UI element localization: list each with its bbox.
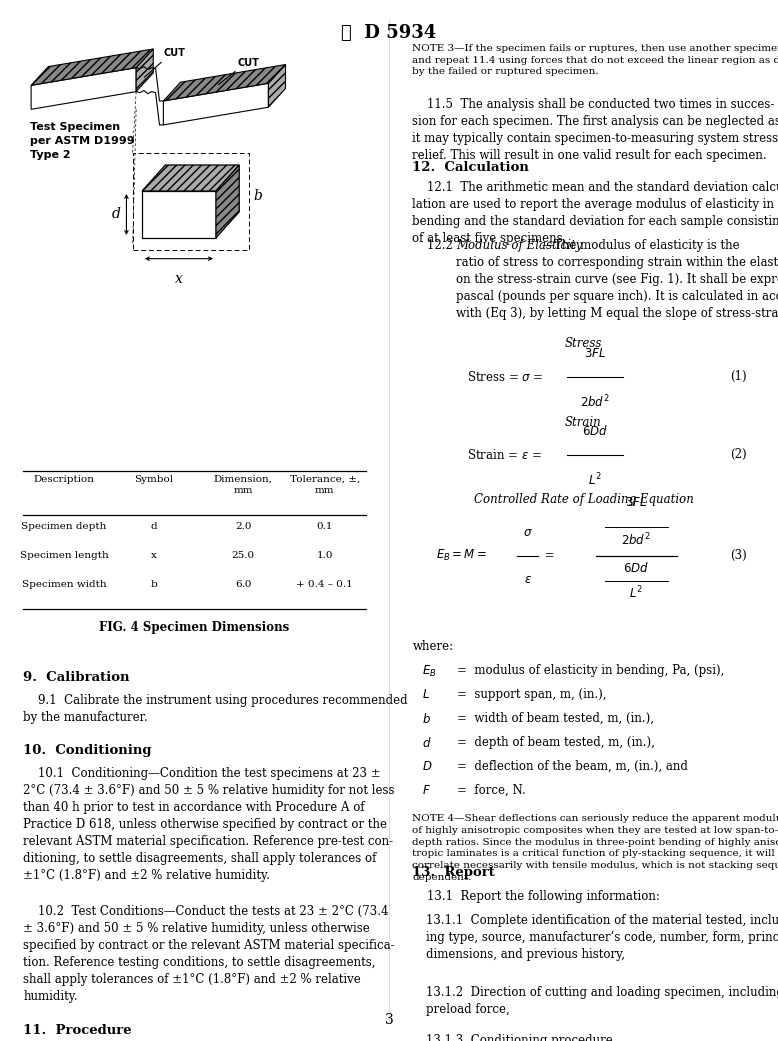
Text: =: = xyxy=(541,550,555,562)
Text: 3: 3 xyxy=(384,1014,394,1027)
Text: 13.1.2  Direction of cutting and loading specimen, including
preload force,: 13.1.2 Direction of cutting and loading … xyxy=(426,986,778,1016)
Text: 2.0: 2.0 xyxy=(235,522,251,531)
Text: Controlled Rate of Loading Equation: Controlled Rate of Loading Equation xyxy=(474,493,693,506)
Text: x: x xyxy=(151,551,156,560)
Text: 13.1.3  Conditioning procedure,: 13.1.3 Conditioning procedure, xyxy=(426,1034,617,1041)
Text: $F$: $F$ xyxy=(422,784,430,796)
Text: $2bd^2$: $2bd^2$ xyxy=(580,393,610,410)
Text: 9.1  Calibrate the instrument using procedures recommended
by the manufacturer.: 9.1 Calibrate the instrument using proce… xyxy=(23,694,408,725)
Text: Stress = $\sigma$ =: Stress = $\sigma$ = xyxy=(467,370,543,384)
Text: Symbol: Symbol xyxy=(134,475,173,484)
Text: 12.2: 12.2 xyxy=(412,239,461,252)
Text: $d$: $d$ xyxy=(422,736,431,750)
Text: 0.1: 0.1 xyxy=(317,522,333,531)
Polygon shape xyxy=(31,49,153,85)
Text: $b$: $b$ xyxy=(422,712,430,726)
Text: $\epsilon$: $\epsilon$ xyxy=(524,573,531,585)
Text: 1.0: 1.0 xyxy=(317,551,333,560)
Polygon shape xyxy=(142,164,239,192)
Text: Test Specimen
per ASTM D1999
Type 2: Test Specimen per ASTM D1999 Type 2 xyxy=(30,122,134,160)
Text: (1): (1) xyxy=(731,371,747,383)
Text: + 0.4 – 0.1: + 0.4 – 0.1 xyxy=(296,580,353,589)
Text: Specimen depth: Specimen depth xyxy=(22,522,107,531)
Text: 6.0: 6.0 xyxy=(235,580,251,589)
Text: —The modulus of elasticity is the
ratio of stress to corresponding strain within: —The modulus of elasticity is the ratio … xyxy=(456,239,778,321)
Text: CUT: CUT xyxy=(237,57,259,68)
Text: $6Dd$: $6Dd$ xyxy=(582,425,608,438)
Text: 25.0: 25.0 xyxy=(232,551,254,560)
Text: $\sigma$: $\sigma$ xyxy=(523,527,532,539)
Text: Strain = $\epsilon$ =: Strain = $\epsilon$ = xyxy=(467,448,541,462)
Text: x: x xyxy=(175,273,183,286)
Text: $L^2$: $L^2$ xyxy=(588,472,602,488)
Text: NOTE 3—If the specimen fails or ruptures, then use another specimen
and repeat 1: NOTE 3—If the specimen fails or ruptures… xyxy=(412,44,778,76)
Text: d: d xyxy=(150,522,157,531)
Text: Specimen width: Specimen width xyxy=(22,580,107,589)
Text: 10.2  Test Conditions—Conduct the tests at 23 ± 2°C (73.4
± 3.6°F) and 50 ± 5 % : 10.2 Test Conditions—Conduct the tests a… xyxy=(23,905,395,1002)
Text: CUT: CUT xyxy=(163,48,185,58)
Text: 11.5  The analysis shall be conducted two times in succes-
sion for each specime: 11.5 The analysis shall be conducted two… xyxy=(412,98,778,161)
Text: Ⓜ  D 5934: Ⓜ D 5934 xyxy=(342,24,436,42)
Text: $L$: $L$ xyxy=(422,688,429,701)
Text: 9.  Calibration: 9. Calibration xyxy=(23,671,130,684)
Text: Tolerance, ±,
mm: Tolerance, ±, mm xyxy=(289,475,360,494)
Text: b: b xyxy=(253,189,262,203)
Text: b: b xyxy=(150,580,157,589)
Text: Specimen length: Specimen length xyxy=(19,551,109,560)
Text: $3FL$: $3FL$ xyxy=(584,348,606,360)
Text: where:: where: xyxy=(412,640,454,653)
Polygon shape xyxy=(216,164,239,237)
Text: 11.  Procedure: 11. Procedure xyxy=(23,1024,132,1037)
Text: $E_B$: $E_B$ xyxy=(422,664,436,680)
Text: Dimension,
mm: Dimension, mm xyxy=(214,475,272,494)
Text: $E_B = M = $: $E_B = M = $ xyxy=(436,549,486,563)
Text: Strain: Strain xyxy=(565,416,602,429)
Text: (3): (3) xyxy=(730,550,747,562)
Polygon shape xyxy=(142,192,216,237)
Text: $L^2$: $L^2$ xyxy=(629,585,643,602)
Text: =  width of beam tested, m, (in.),: = width of beam tested, m, (in.), xyxy=(457,712,654,725)
Text: NOTE 4—Shear deflections can seriously reduce the apparent modulus
of highly ani: NOTE 4—Shear deflections can seriously r… xyxy=(412,814,778,882)
Polygon shape xyxy=(163,65,286,101)
Polygon shape xyxy=(31,68,136,109)
Text: 12.  Calculation: 12. Calculation xyxy=(412,161,529,174)
Text: $D$: $D$ xyxy=(422,760,432,772)
Polygon shape xyxy=(268,65,286,107)
Text: 13.1  Report the following information:: 13.1 Report the following information: xyxy=(412,890,661,903)
Text: Description: Description xyxy=(33,475,95,484)
Text: $2bd^2$: $2bd^2$ xyxy=(622,532,651,549)
Text: =  support span, m, (in.),: = support span, m, (in.), xyxy=(457,688,607,701)
Text: 12.1  The arithmetic mean and the standard deviation calcu-
lation are used to r: 12.1 The arithmetic mean and the standar… xyxy=(412,181,778,245)
Text: Stress: Stress xyxy=(565,337,602,350)
Text: 13.1.1  Complete identification of the material tested, includ-
ing type, source: 13.1.1 Complete identification of the ma… xyxy=(426,914,778,961)
Text: $6Dd$: $6Dd$ xyxy=(623,561,650,575)
Text: =  deflection of the beam, m, (in.), and: = deflection of the beam, m, (in.), and xyxy=(457,760,689,772)
Text: d: d xyxy=(112,207,121,222)
Polygon shape xyxy=(136,49,153,92)
Text: =  depth of beam tested, m, (in.),: = depth of beam tested, m, (in.), xyxy=(457,736,655,748)
Text: 10.  Conditioning: 10. Conditioning xyxy=(23,744,152,757)
Text: FIG. 4 Specimen Dimensions: FIG. 4 Specimen Dimensions xyxy=(100,621,289,634)
Text: Modulus of Elasticity: Modulus of Elasticity xyxy=(456,239,582,252)
Text: (2): (2) xyxy=(731,449,747,461)
Text: 13.  Report: 13. Report xyxy=(412,866,495,879)
Text: $3FL$: $3FL$ xyxy=(626,497,647,509)
Polygon shape xyxy=(163,83,268,125)
Text: =  force, N.: = force, N. xyxy=(457,784,526,796)
Text: =  modulus of elasticity in bending, Pa, (psi),: = modulus of elasticity in bending, Pa, … xyxy=(457,664,725,677)
Text: 10.1  Conditioning—Condition the test specimens at 23 ±
2°C (73.4 ± 3.6°F) and 5: 10.1 Conditioning—Condition the test spe… xyxy=(23,767,395,882)
